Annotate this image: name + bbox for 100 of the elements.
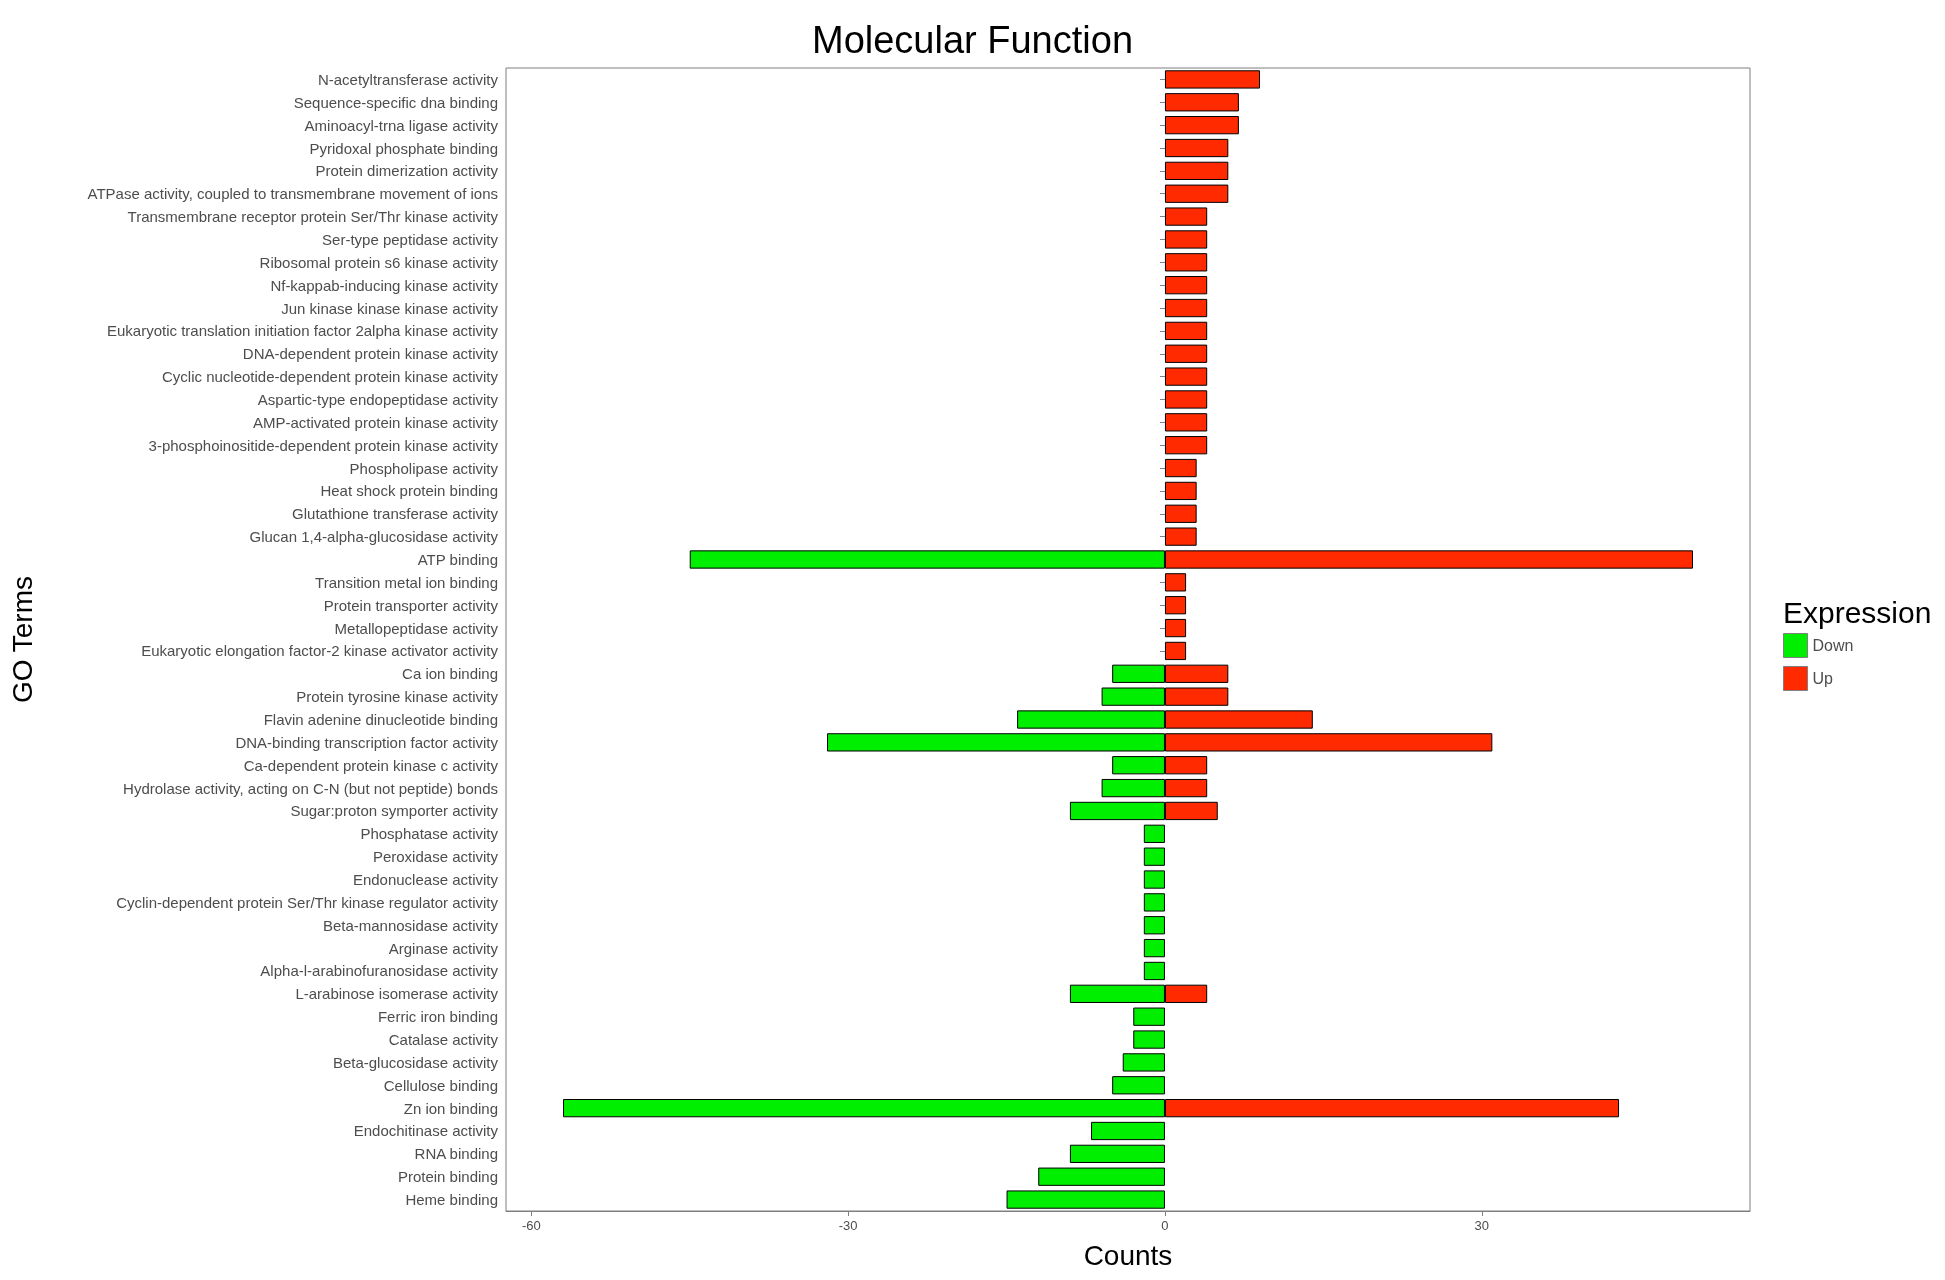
bar xyxy=(1164,413,1208,432)
y-tick-label: Beta-glucosidase activity xyxy=(332,1053,499,1071)
bar xyxy=(1164,390,1208,409)
y-tick-label: Heme binding xyxy=(405,1191,498,1209)
y-tick-label: Peroxidase activity xyxy=(372,848,499,866)
y-tick-label: Phospholipase activity xyxy=(349,459,499,477)
bar xyxy=(1069,1144,1165,1163)
y-tick-label: Protein tyrosine kinase activity xyxy=(296,688,499,706)
bar xyxy=(1133,1030,1165,1049)
y-tick-label: Phosphatase activity xyxy=(360,825,499,843)
bar xyxy=(1164,527,1197,546)
y-tick-label: Sequence-specific dna binding xyxy=(293,93,498,111)
y-tick-label: Endonuclease activity xyxy=(352,871,499,889)
y-tick-label: Cyclic nucleotide-dependent protein kinase activity xyxy=(161,368,499,386)
bar xyxy=(1038,1167,1165,1186)
y-tick-label: Metallopeptidase activity xyxy=(334,619,499,637)
y-tick-label: DNA-dependent protein kinase activity xyxy=(242,345,499,363)
bar xyxy=(1143,847,1165,866)
y-tick-label: Heat shock protein binding xyxy=(320,482,498,500)
bar xyxy=(1164,116,1239,135)
legend-label: Down xyxy=(1812,637,1854,654)
bar xyxy=(1164,298,1208,318)
y-tick-label: ATPase activity, coupled to transmembrane movement of ions xyxy=(87,185,498,203)
bar xyxy=(1112,1076,1165,1095)
bar xyxy=(1133,1007,1165,1026)
bar xyxy=(1164,436,1208,455)
y-tick-label: Ser-type peptidase activity xyxy=(322,230,499,248)
x-tick-label: -30 xyxy=(838,1218,858,1233)
y-tick-label: Glutathione transferase activity xyxy=(292,505,499,523)
y-tick-label: Ca ion binding xyxy=(402,665,498,683)
y-tick-label: Nf-kappab-inducing kinase activity xyxy=(270,276,499,294)
y-tick-label: Arginase activity xyxy=(388,939,499,957)
bar xyxy=(1143,916,1165,935)
chart-title: Molecular Function xyxy=(811,19,1134,61)
y-tick-label: Eukaryotic translation initiation factor 2alpha kinase activity xyxy=(106,322,499,340)
bar xyxy=(1006,1190,1165,1209)
y-tick-label: Protein transporter activity xyxy=(323,596,499,614)
bar xyxy=(1164,70,1260,89)
bar xyxy=(1143,961,1165,981)
bar xyxy=(1164,481,1197,501)
bar xyxy=(1164,596,1187,615)
y-tick-label: Protein binding xyxy=(397,1168,498,1186)
y-tick-label: Glucan 1,4-alpha-glucosidase activity xyxy=(249,528,499,546)
y-tick-label: AMP-activated protein kinase activity xyxy=(252,413,499,431)
x-tick-label: 30 xyxy=(1474,1218,1489,1233)
y-tick-label: Aminoacyl-trna ligase activity xyxy=(304,116,499,134)
x-tick-label: 0 xyxy=(1161,1218,1169,1233)
y-tick-label: Endochitinase activity xyxy=(353,1122,499,1140)
y-tick-label: Cellulose binding xyxy=(383,1076,498,1094)
bar xyxy=(1143,893,1165,912)
x-axis-title: Counts xyxy=(1083,1239,1173,1271)
bar xyxy=(1164,641,1187,661)
y-tick-label: Beta-mannosidase activity xyxy=(322,916,499,934)
y-tick-label: Alpha-l-arabinofuranosidase activity xyxy=(260,962,499,980)
y-tick-label: 3-phosphoinositide-dependent protein kinase activity xyxy=(148,436,499,454)
bar xyxy=(1164,253,1208,272)
bar xyxy=(1164,230,1208,249)
y-axis-title: GO Terms xyxy=(6,575,38,704)
bar xyxy=(1164,93,1239,112)
y-tick-label: Catalase activity xyxy=(388,1031,499,1049)
bar xyxy=(1164,161,1229,181)
x-tick-label: -60 xyxy=(521,1218,541,1233)
y-tick-label: Sugar:proton symporter activity xyxy=(290,802,499,820)
y-tick-label: Ca-dependent protein kinase c activity xyxy=(243,756,499,774)
y-tick-label: Pyridoxal phosphate binding xyxy=(309,139,498,157)
y-tick-label: RNA binding xyxy=(414,1145,498,1163)
bar xyxy=(1164,458,1197,478)
y-tick-label: N-acetyltransferase activity xyxy=(317,70,499,88)
bar xyxy=(1164,138,1229,158)
y-tick-label: ATP binding xyxy=(417,550,498,568)
bar xyxy=(1164,573,1187,592)
bar xyxy=(1122,1053,1165,1072)
bar xyxy=(1164,367,1208,386)
bar xyxy=(1164,207,1208,226)
y-tick-label: Hydrolase activity, acting on C-N (but not peptide) bonds xyxy=(123,779,498,797)
bar xyxy=(1164,321,1208,341)
y-tick-label: Zn ion binding xyxy=(403,1099,498,1117)
y-tick-label: Aspartic-type endopeptidase activity xyxy=(257,390,499,408)
bar xyxy=(1164,184,1229,203)
y-tick-label: Ferric iron binding xyxy=(377,1008,498,1026)
bar xyxy=(1091,1121,1165,1141)
bar xyxy=(1143,824,1165,843)
bar xyxy=(1164,276,1208,295)
y-tick-label: Eukaryotic elongation factor-2 kinase activator activity xyxy=(141,642,499,660)
y-tick-label: Cyclin-dependent protein Ser/Thr kinase regulator activity xyxy=(116,893,499,911)
y-tick-label: Transition metal ion binding xyxy=(315,573,498,591)
bar xyxy=(1164,618,1187,638)
y-tick-label: DNA-binding transcription factor activity xyxy=(235,733,499,751)
legend-title: Expression xyxy=(1783,595,1932,629)
y-tick-label: Ribosomal protein s6 kinase activity xyxy=(259,253,499,271)
legend-label: Up xyxy=(1812,670,1834,687)
y-tick-label: L-arabinose isomerase activity xyxy=(295,985,499,1003)
y-tick-label: Jun kinase kinase kinase activity xyxy=(281,299,499,317)
bar xyxy=(1143,870,1165,889)
y-tick-label: Flavin adenine dinucleotide binding xyxy=(263,711,498,729)
y-tick-label: Transmembrane receptor protein Ser/Thr kinase activity xyxy=(127,208,499,226)
y-tick-label: Protein dimerization activity xyxy=(315,162,499,180)
bar xyxy=(1164,344,1208,363)
bar xyxy=(1164,504,1197,523)
bar xyxy=(1143,938,1165,958)
